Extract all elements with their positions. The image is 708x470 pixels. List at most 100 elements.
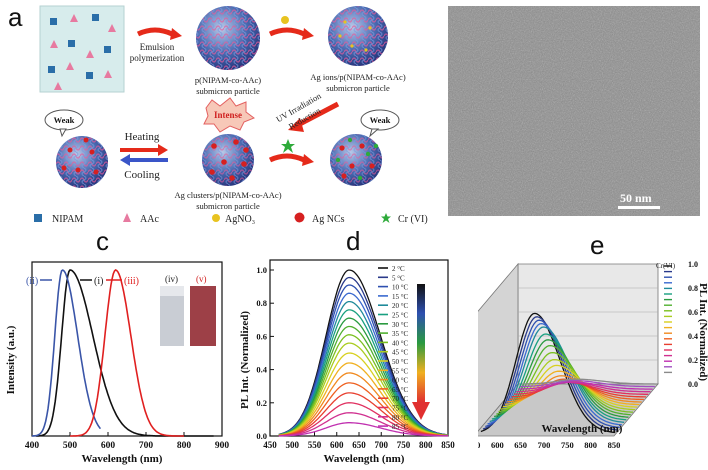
- step1-label-line1: Emulsion: [140, 42, 175, 52]
- agno3-ion-icon: [281, 16, 289, 24]
- star-icon: [381, 213, 391, 223]
- arrow-cr-quench: [268, 153, 306, 163]
- chart-e-series: [522, 378, 658, 385]
- chart-d: 450 500 550 600 650 700 750 800 850 0.0 0.2 0.4 0.6 0…: [239, 259, 455, 465]
- chart-d-xtick-label: 450: [263, 440, 277, 450]
- chart-d-legend-label: 25 °C: [392, 312, 409, 320]
- schematic-legend: NIPAM AAc AgNO₃ Ag NCs Cr (VI): [34, 212, 428, 225]
- chart-e-series: [518, 381, 653, 390]
- chart-d-series: [278, 392, 448, 437]
- panel-label-c: c: [96, 226, 109, 256]
- chart-d-series: [278, 352, 449, 437]
- chart-d-legend-label: 60 °C: [392, 377, 409, 385]
- monomer-molecules: [48, 14, 116, 90]
- chart-d-xlabel: Wavelength (nm): [324, 453, 405, 465]
- intense-label: Intense: [214, 110, 242, 120]
- particle1-label-line1: p(NIPAM-co-AAc): [195, 75, 261, 85]
- chart-e-xtick-label: 600: [491, 440, 504, 450]
- chart-e-ytick-label: 0.8: [688, 284, 698, 293]
- cr-vi-star-icon: [281, 139, 295, 153]
- chart-d-legend-label: 35 °C: [392, 330, 409, 338]
- chart-d-ytick-label: 0.2: [256, 398, 267, 408]
- chart-e-series: [516, 381, 651, 393]
- circle-icon: [212, 214, 220, 222]
- svg-text:Ag clusters/p(NIPAM-co-AAc): Ag clusters/p(NIPAM-co-AAc): [174, 190, 281, 200]
- chart-e-xtick-label: 550: [478, 440, 480, 450]
- svg-text:Emulsion: Emulsion: [140, 42, 175, 52]
- chart-e-ylabel: PL Int. (Normalized): [697, 283, 708, 381]
- arrow-uv-reduction: [294, 101, 340, 129]
- chart-d-legend-label: 2 °C: [392, 265, 405, 273]
- panel-label-e: e: [590, 230, 605, 260]
- chart-e-ytick-label: 0.2: [688, 356, 698, 365]
- cooling-label: Cooling: [124, 169, 160, 181]
- annot-v: (v): [196, 274, 207, 284]
- chart-d-legend-label: 20 °C: [392, 302, 409, 310]
- chart-d-legend-label: 10 °C: [392, 284, 409, 292]
- svg-text:submicron particle: submicron particle: [326, 83, 390, 93]
- panel-label-a: a: [8, 2, 23, 32]
- panel-label-d: d: [346, 226, 361, 256]
- chart-c-series-3: [70, 269, 184, 437]
- tem-scalebar: [618, 206, 660, 209]
- chart-d-xtick-label: 850: [441, 440, 455, 450]
- particle3-label-line2: submicron particle: [196, 201, 260, 211]
- chart-e-ytick-label: 1.0: [688, 260, 698, 269]
- chart-d-ytick-label: 0.4: [256, 365, 267, 375]
- chart-e: 0.00.20.40.60.81.0550600650700750800850 …: [478, 260, 708, 450]
- chart-c-xtick-label: 700: [139, 441, 154, 451]
- weak-label-2: Weak: [370, 115, 391, 125]
- annot-ii: (ii): [26, 276, 38, 287]
- particle3-label-line1: Ag clusters/p(NIPAM-co-AAc): [174, 190, 281, 200]
- legend-aac: AAc: [140, 214, 159, 225]
- chart-d-legend-label: 85 °C: [392, 423, 409, 431]
- annot-iv: (iv): [165, 274, 178, 284]
- svg-text:submicron particle: submicron particle: [196, 86, 260, 96]
- svg-text:Ag ions/p(NIPAM-co-AAc): Ag ions/p(NIPAM-co-AAc): [310, 72, 405, 82]
- chart-e-xlabel: Wavelength (nm): [542, 423, 623, 435]
- chart-e-ytick-label: 0.0: [688, 380, 698, 389]
- svg-text:polymerization: polymerization: [130, 53, 185, 63]
- chart-d-series: [278, 422, 448, 437]
- chart-c-frame: [31, 261, 223, 437]
- chart-e-xtick-label: 650: [514, 440, 527, 450]
- chart-d-series: [278, 402, 449, 437]
- chart-e-ytick-label: 0.6: [688, 308, 698, 317]
- particle2-label-line2: submicron particle: [326, 83, 390, 93]
- cube-icon: [34, 214, 42, 222]
- chart-e-xtick-label: 750: [561, 440, 574, 450]
- intense-badge: Intense: [203, 97, 256, 133]
- chart-e-legend-title: Cr(VI): [656, 262, 676, 270]
- pyramid-icon: [123, 213, 131, 222]
- chart-d-xtick-label: 600: [330, 440, 344, 450]
- chart-c-xtick-label: 500: [63, 441, 78, 451]
- annot-i: (i): [94, 276, 103, 287]
- legend-nipam: NIPAM: [52, 214, 83, 225]
- chart-e-series: [520, 379, 655, 388]
- arrow-ag-loading: [268, 27, 306, 37]
- chart-d-ytick-label: 0.8: [256, 298, 267, 308]
- chart-d-ytick-label: 0.0: [256, 431, 267, 441]
- chart-d-xtick-label: 750: [397, 440, 411, 450]
- chart-d-legend-label: 40 °C: [392, 339, 409, 347]
- chart-d-series: [278, 372, 449, 437]
- chart-e-series: [513, 381, 649, 395]
- chart-d-legend-label: 45 °C: [392, 349, 409, 357]
- chart-e-xtick-label: 700: [538, 440, 551, 450]
- chart-d-xtick-label: 500: [286, 440, 300, 450]
- temperature-arrow: [417, 284, 425, 402]
- speech-bubble-weak-left: Weak: [44, 109, 84, 138]
- arrow-polymerization: [136, 27, 174, 37]
- chart-c-xtick-label: 400: [25, 441, 40, 451]
- chart-d-legend-label: 75 °C: [392, 405, 409, 413]
- chart-c-series-2: [32, 269, 102, 437]
- legend-agncs: Ag NCs: [312, 214, 345, 225]
- tem-scalebar-label: 50 nm: [620, 191, 652, 205]
- chart-d-legend-label: 15 °C: [392, 293, 409, 301]
- annot-iii: (iii): [124, 276, 139, 287]
- heating-label: Heating: [125, 131, 160, 143]
- svg-text:submicron particle: submicron particle: [196, 201, 260, 211]
- legend-crvi: Cr (VI): [398, 214, 428, 225]
- svg-text:p(NIPAM-co-AAc): p(NIPAM-co-AAc): [195, 75, 261, 85]
- chart-d-legend-label: 55 °C: [392, 367, 409, 375]
